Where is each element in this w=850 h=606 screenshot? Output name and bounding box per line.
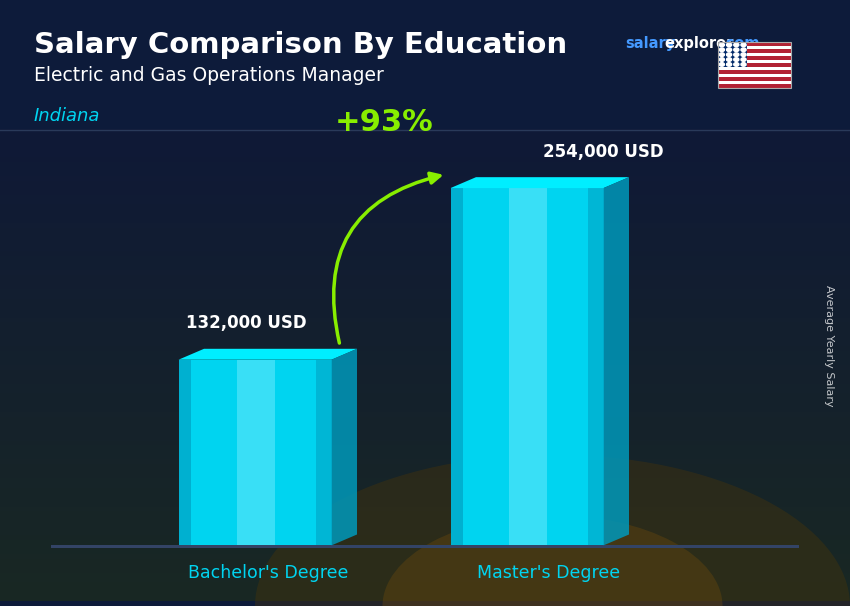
Text: explorer: explorer (665, 36, 734, 51)
Text: 254,000 USD: 254,000 USD (543, 143, 664, 161)
Text: Bachelor's Degree: Bachelor's Degree (188, 564, 348, 582)
Text: Electric and Gas Operations Manager: Electric and Gas Operations Manager (34, 66, 384, 85)
Text: Average Yearly Salary: Average Yearly Salary (824, 285, 834, 406)
Text: Master's Degree: Master's Degree (477, 564, 620, 582)
Text: 132,000 USD: 132,000 USD (186, 315, 307, 332)
Text: salary: salary (625, 36, 675, 51)
Text: Salary Comparison By Education: Salary Comparison By Education (34, 32, 567, 59)
Text: .com: .com (721, 36, 760, 51)
Text: Indiana: Indiana (34, 107, 100, 125)
Text: +93%: +93% (335, 108, 434, 137)
